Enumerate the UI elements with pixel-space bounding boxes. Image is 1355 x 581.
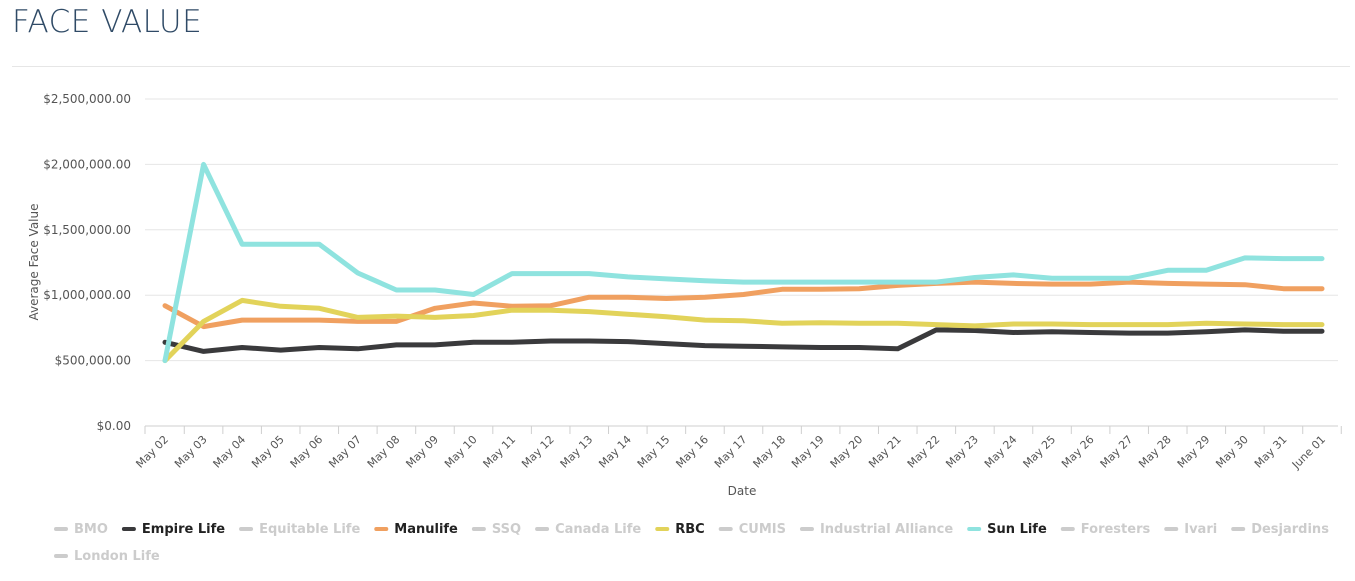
x-tick-label: May 27 (1098, 433, 1136, 471)
x-tick-label: May 23 (943, 433, 981, 471)
legend-swatch-london-life (54, 554, 68, 558)
y-tick-label: $0.00 (97, 419, 131, 433)
legend-item-ssq[interactable]: SSQ (492, 522, 521, 537)
x-tick-label: May 30 (1213, 433, 1251, 471)
x-tick-label: May 24 (982, 433, 1020, 471)
legend-item-ivari[interactable]: Ivari (1184, 522, 1217, 537)
legend-item-desjardins[interactable]: Desjardins (1251, 522, 1329, 537)
legend-item-london-life[interactable]: London Life (74, 549, 160, 564)
legend-swatch-ssq (471, 527, 486, 531)
legend-swatch-bmo (54, 527, 68, 531)
x-tick-label: May 12 (519, 433, 557, 471)
x-tick-label: May 09 (403, 433, 441, 471)
y-axis-label: Average Face Value (27, 204, 41, 321)
x-tick-label: May 15 (635, 433, 673, 471)
x-tick-label: May 04 (211, 433, 249, 471)
legend-item-industrial-alliance[interactable]: Industrial Alliance (820, 522, 953, 537)
y-tick-label: $1,000,000.00 (43, 288, 131, 302)
x-tick-label: May 26 (1059, 433, 1097, 471)
y-tick-label: $2,000,000.00 (43, 157, 131, 171)
y-tick-label: $2,500,000.00 (43, 92, 131, 106)
x-tick-label: May 29 (1175, 433, 1213, 471)
x-tick-label: May 25 (1021, 433, 1059, 471)
legend-swatch-empire-life (121, 527, 136, 531)
x-tick-label: May 22 (905, 433, 943, 471)
x-tick-label: May 28 (1136, 433, 1174, 471)
x-tick-label: May 06 (288, 433, 326, 471)
legend-item-canada-life[interactable]: Canada Life (555, 522, 641, 537)
legend-swatch-manulife (374, 527, 389, 531)
x-tick-label: May 08 (365, 433, 403, 471)
legend-item-bmo[interactable]: BMO (74, 522, 108, 537)
legend-item-foresters[interactable]: Foresters (1081, 522, 1151, 537)
series-line-rbc[interactable] (162, 297, 1325, 364)
x-tick-label: May 17 (712, 433, 750, 471)
x-tick-label: May 19 (789, 433, 827, 471)
title-divider (12, 66, 1350, 67)
legend-swatch-foresters (1060, 527, 1075, 531)
legend-swatch-equitable-life (239, 527, 254, 531)
x-tick-label: May 11 (481, 433, 519, 471)
x-tick-label: May 05 (249, 433, 287, 471)
legend-swatch-cumis (718, 527, 733, 531)
legend-swatch-sun-life (967, 527, 982, 531)
x-tick-label: May 07 (326, 433, 364, 471)
legend-swatch-canada-life (535, 527, 550, 531)
page-title: FACE VALUE (12, 4, 203, 40)
x-tick-label: May 20 (828, 433, 866, 471)
legend-item-manulife[interactable]: Manulife (394, 522, 458, 537)
legend-item-cumis[interactable]: CUMIS (739, 522, 786, 537)
legend-swatch-rbc (655, 527, 670, 531)
series-line-manulife[interactable] (162, 279, 1325, 330)
y-tick-label: $1,500,000.00 (43, 223, 131, 237)
x-axis-label: Date (728, 484, 757, 498)
legend-item-rbc[interactable]: RBC (675, 522, 704, 537)
legend-swatch-desjardins (1231, 527, 1246, 531)
legend-item-equitable-life[interactable]: Equitable Life (259, 522, 360, 537)
x-tick-label: May 16 (673, 433, 711, 471)
x-tick-label: May 31 (1252, 433, 1290, 471)
x-tick-label: May 10 (442, 433, 480, 471)
x-tick-label: May 18 (751, 433, 789, 471)
x-tick-label: June 01 (1289, 433, 1328, 472)
series-line-sun-life[interactable] (162, 161, 1325, 364)
x-tick-label: May 02 (133, 433, 171, 471)
legend-swatch-ivari (1164, 527, 1179, 531)
legend-item-sun-life[interactable]: Sun Life (987, 522, 1047, 537)
series-line-empire-life[interactable] (162, 327, 1325, 354)
x-tick-label: May 14 (596, 433, 634, 471)
legend-swatch-industrial-alliance (799, 527, 814, 531)
x-tick-label: May 13 (558, 433, 596, 471)
y-tick-label: $500,000.00 (55, 354, 131, 368)
x-tick-label: May 03 (172, 433, 210, 471)
x-tick-label: May 21 (866, 433, 904, 471)
legend-item-empire-life[interactable]: Empire Life (142, 522, 225, 537)
